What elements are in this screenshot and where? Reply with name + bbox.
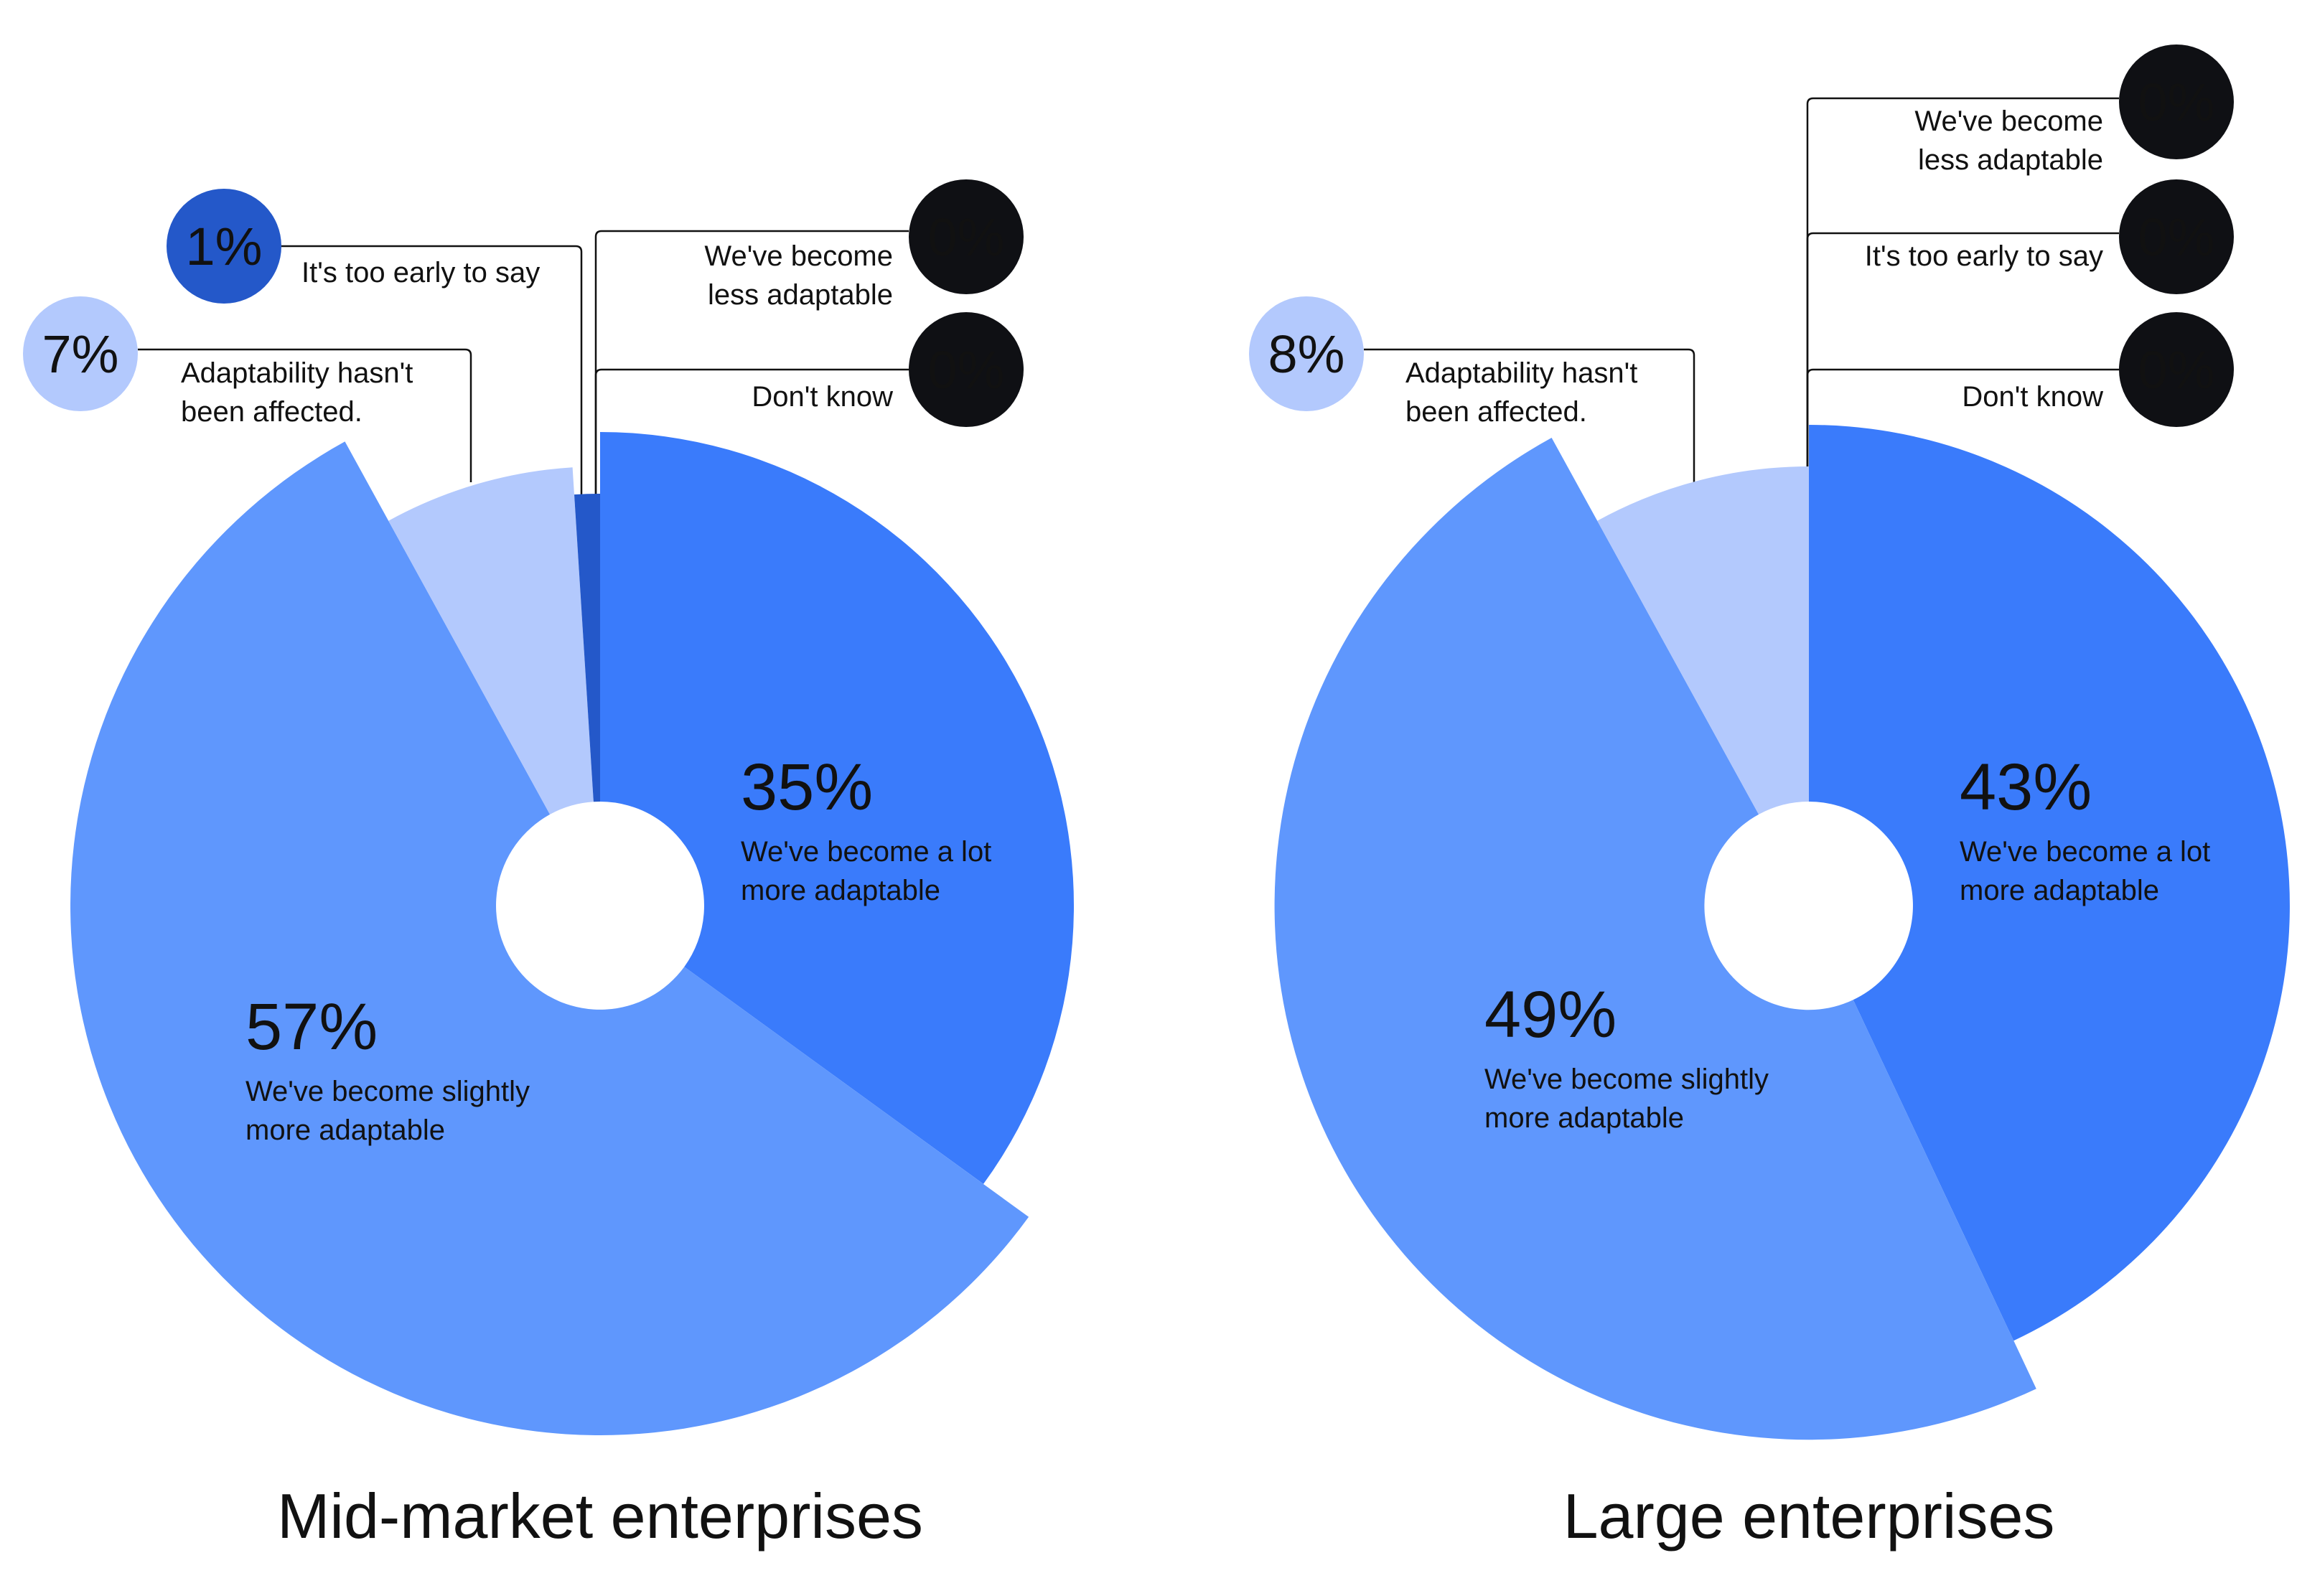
leader-line-less-adaptable xyxy=(594,230,909,502)
value-bubble-less-adaptable xyxy=(909,179,1024,294)
value-bubble-too-early xyxy=(2119,179,2234,294)
slice-label-lot-more: We've become a lot xyxy=(741,836,991,868)
leader-line-dont-know xyxy=(594,368,909,502)
slice-value-slightly-more: 57% xyxy=(245,990,378,1064)
callout-label-not-affected: been affected. xyxy=(181,396,362,428)
pie-slice-not-affected xyxy=(388,467,594,815)
slice-value-slightly-more: 49% xyxy=(1484,978,1617,1051)
pie-chart-mid-market: 35% We've become a lot more adaptable 57% We… xyxy=(23,179,1075,1552)
callout-label-not-affected: been affected. xyxy=(1405,396,1587,428)
leader-line-too-early xyxy=(281,245,583,502)
slice-label-slightly-more: more adaptable xyxy=(1484,1102,1684,1134)
bubble-value-less-adaptable: 0% xyxy=(2138,72,2215,132)
value-bubble-less-adaptable xyxy=(2119,44,2234,159)
callout-label-less-adaptable: less adaptable xyxy=(1918,144,2103,176)
callout-label-dont-know: Don't know xyxy=(1962,381,2103,413)
value-bubble-not-affected xyxy=(1249,296,1364,411)
callout-label-less-adaptable: We've become xyxy=(704,240,893,272)
bubble-value-too-early: 0% xyxy=(2138,207,2215,267)
bubble-value-not-affected: 8% xyxy=(1268,324,1345,384)
callout-label-not-affected: Adaptability hasn't xyxy=(1405,357,1637,389)
leader-line-not-affected xyxy=(138,348,472,482)
callout-label-less-adaptable: less adaptable xyxy=(708,279,893,311)
slice-label-lot-more: We've become a lot xyxy=(1960,836,2210,868)
leader-line-less-adaptable xyxy=(1806,97,2119,502)
leader-lines xyxy=(1364,97,2119,502)
bubble-value-too-early: 1% xyxy=(186,217,263,276)
pie-slice-slightly-more xyxy=(1274,438,2036,1440)
chart-title: Mid-market enterprises xyxy=(277,1480,923,1552)
callout-label-too-early: It's too early to say xyxy=(301,257,540,288)
leader-line-not-affected xyxy=(1364,348,1695,482)
pie-slice-lot-more xyxy=(1809,425,2290,1341)
value-bubble-dont-know xyxy=(2119,312,2234,427)
value-bubble-not-affected xyxy=(23,296,138,411)
slice-value-lot-more: 43% xyxy=(1960,751,2092,824)
callout-label-too-early: It's too early to say xyxy=(1865,240,2103,272)
value-bubble-too-early xyxy=(167,189,281,304)
callout-label-less-adaptable: We've become xyxy=(1914,105,2103,137)
leader-line-dont-know xyxy=(1806,368,2119,502)
callout-label-not-affected: Adaptability hasn't xyxy=(181,357,413,389)
leader-lines xyxy=(138,230,909,502)
bubble-value-dont-know: 0% xyxy=(928,340,1005,400)
bubble-value-less-adaptable: 0% xyxy=(928,207,1005,267)
leader-line-too-early xyxy=(1806,232,2119,502)
value-bubble-dont-know xyxy=(909,312,1024,427)
slice-label-slightly-more: We've become slightly xyxy=(245,1076,530,1107)
bubble-value-not-affected: 7% xyxy=(42,324,119,384)
slice-label-slightly-more: We've become slightly xyxy=(1484,1064,1769,1095)
bubble-value-dont-know: 0% xyxy=(2138,340,2215,400)
pie-slice-not-affected xyxy=(1597,466,1809,815)
chart-title: Large enterprises xyxy=(1563,1480,2055,1552)
slice-label-slightly-more: more adaptable xyxy=(245,1114,445,1146)
pie-slice-slightly-more xyxy=(70,441,1029,1436)
callout-label-dont-know: Don't know xyxy=(752,381,893,413)
slice-value-lot-more: 35% xyxy=(741,751,873,824)
pie-slice-lot-more xyxy=(600,432,1075,1184)
slice-label-lot-more: more adaptable xyxy=(1960,875,2159,906)
pie-chart-large: 43% We've become a lot more adaptable 49% We… xyxy=(1249,44,2290,1552)
pie-slice-too-early xyxy=(574,493,600,802)
slice-label-lot-more: more adaptable xyxy=(741,875,940,906)
